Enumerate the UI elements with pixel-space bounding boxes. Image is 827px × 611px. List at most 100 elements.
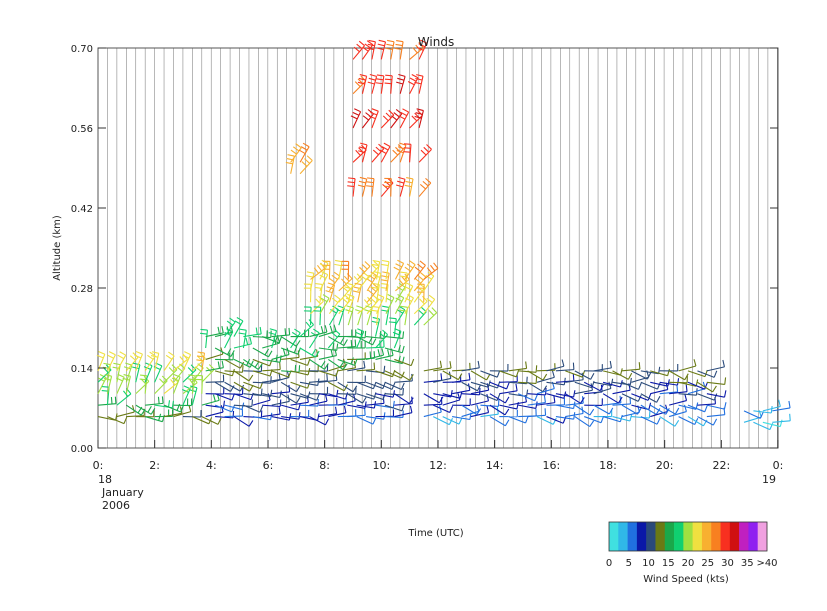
wind-barb (423, 393, 444, 404)
wind-barb (649, 404, 670, 415)
wind-barb (659, 384, 679, 395)
wind-barb (182, 409, 202, 418)
y-axis: 0.00 0.14 0.28 0.42 0.56 0.70 (71, 44, 778, 455)
wind-barb (318, 397, 338, 406)
wind-barb (385, 39, 395, 60)
wind-barb (631, 393, 652, 401)
wind-barb (271, 327, 291, 338)
x-tick-label: 22: (712, 459, 730, 472)
wind-barb (384, 177, 392, 197)
wind-barb (376, 39, 387, 60)
wind-barb (135, 404, 156, 415)
colorbar-tick-label: 5 (626, 558, 632, 569)
x-tick-label: 2: (149, 459, 160, 472)
wind-barb (414, 108, 424, 129)
wind-barb (678, 388, 698, 396)
wind-barb (365, 381, 386, 390)
wind-barb (107, 416, 128, 425)
wind-barb (423, 262, 439, 280)
wind-barb (621, 393, 642, 402)
x-tick-label: 12: (429, 459, 447, 472)
colorbar-tick-label: 30 (721, 558, 734, 569)
y-tick-label: 0.00 (71, 444, 93, 455)
wind-barb (602, 393, 623, 404)
wind-barb (116, 388, 132, 406)
y-tick-label: 0.28 (71, 284, 93, 295)
wind-barb (224, 365, 244, 373)
wind-barb (489, 364, 509, 372)
wind-barb (442, 391, 463, 399)
wind-barb (238, 328, 247, 349)
wind-barb (337, 329, 357, 338)
wind-barb (195, 374, 204, 394)
wind-barb (489, 416, 510, 427)
wind-barb (123, 362, 133, 383)
wind-barb (271, 413, 292, 421)
wind-barb (480, 399, 500, 407)
wind-barb (215, 352, 234, 361)
wind-barb (489, 404, 510, 416)
wind-barb (150, 351, 160, 371)
wind-barb (299, 393, 320, 401)
wind-barb (517, 393, 538, 402)
wind-barb (413, 306, 427, 326)
x-tick-label: 18: (599, 459, 617, 472)
wind-barb (697, 416, 718, 426)
wind-barb (375, 390, 396, 398)
wind-barb (322, 260, 331, 280)
wind-barb (337, 409, 357, 418)
wind-barb (309, 416, 330, 426)
wind-barb (384, 388, 404, 396)
colorbar-swatch (711, 522, 721, 551)
wind-barb (106, 351, 116, 372)
wind-barb (243, 388, 263, 397)
wind-barbs (96, 39, 791, 431)
wind-barb (687, 369, 708, 378)
wind-barb (452, 398, 471, 406)
wind-barb (640, 381, 661, 390)
wind-barb (144, 351, 156, 372)
wind-barb (404, 260, 416, 280)
wind-barb (271, 384, 291, 395)
wind-barb (536, 370, 555, 383)
wind-barb (268, 328, 278, 349)
wind-barb (233, 316, 244, 337)
wind-barb (762, 419, 783, 428)
wind-barb (584, 415, 605, 424)
wind-barb (281, 412, 301, 420)
wind-barb (201, 393, 220, 406)
wind-barb (347, 360, 366, 372)
wind-barb (394, 405, 413, 418)
colorbar-swatch (664, 522, 675, 551)
colorbar-tick-label: 15 (662, 558, 675, 569)
y-tick-label: 0.70 (71, 44, 93, 55)
wind-barb (640, 404, 661, 415)
wind-barb (416, 283, 425, 303)
wind-barb (224, 409, 244, 418)
colorbar-tick-label: 25 (701, 558, 714, 569)
wind-barb (433, 416, 453, 426)
wind-barb (355, 328, 365, 349)
wind-barb (602, 368, 623, 376)
wind-barb (381, 259, 390, 280)
wind-barb (398, 108, 410, 129)
wind-barb (527, 408, 547, 418)
wind-barb (518, 408, 537, 418)
wind-barb (603, 395, 622, 406)
wind-barb (347, 408, 366, 418)
wind-barb (375, 74, 385, 94)
wind-barb (518, 401, 538, 409)
wind-barb (423, 360, 443, 372)
x-tick-label: 14: (486, 459, 504, 472)
wind-barb (414, 74, 424, 94)
wind-barb (499, 409, 518, 418)
wind-barb (678, 379, 699, 387)
wind-barb (243, 404, 264, 413)
colorbar-tick-label: 10 (642, 558, 655, 569)
wind-barb (347, 177, 356, 197)
wind-barb (384, 410, 404, 418)
wind-barb (356, 416, 377, 425)
wind-barb (527, 381, 548, 393)
colorbar-swatch (636, 522, 647, 551)
wind-barb (536, 395, 556, 406)
